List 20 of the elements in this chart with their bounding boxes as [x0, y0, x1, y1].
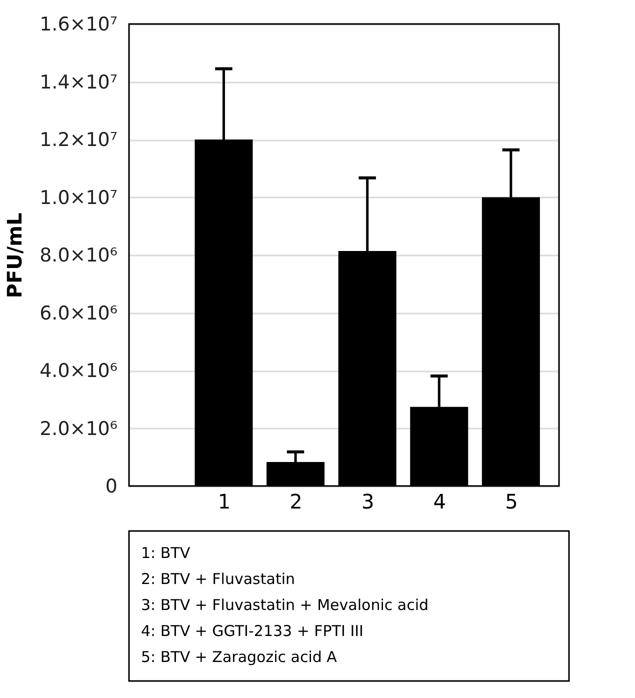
x-tick-label: 4: [433, 490, 446, 514]
x-tick-label: 5: [505, 490, 518, 514]
text: 5: BTV + Zaragozic acid A: [141, 648, 338, 666]
text: 4: BTV + GGTI-2133 + FPTI III: [141, 622, 364, 640]
text: 1: BTV: [141, 544, 191, 562]
text: 2: BTV + Fluvastatin: [141, 570, 295, 588]
y-tick-label: 8.0×10⁶: [40, 244, 118, 266]
x-tick-label: 3: [361, 490, 374, 514]
y-tick-label: 0: [105, 476, 118, 498]
y-tick-label: 1.4×10⁷: [40, 71, 118, 94]
y-axis-title: PFU/mL: [2, 212, 27, 298]
y-tick-label: 2.0×10⁶: [40, 418, 118, 440]
y-tick-label: 4.0×10⁶: [40, 360, 118, 382]
x-tick-label: 1: [218, 490, 231, 514]
text: 3: BTV + Fluvastatin + Mevalonic acid: [141, 596, 429, 614]
y-tick-label: 1.0×10⁷: [40, 186, 118, 209]
y-tick-label: 1.2×10⁷: [40, 129, 118, 151]
y-tick-label: 1.6×10⁷: [40, 14, 118, 36]
x-tick-label: 2: [290, 490, 302, 514]
y-tick-label: 6.0×10⁶: [40, 302, 118, 324]
